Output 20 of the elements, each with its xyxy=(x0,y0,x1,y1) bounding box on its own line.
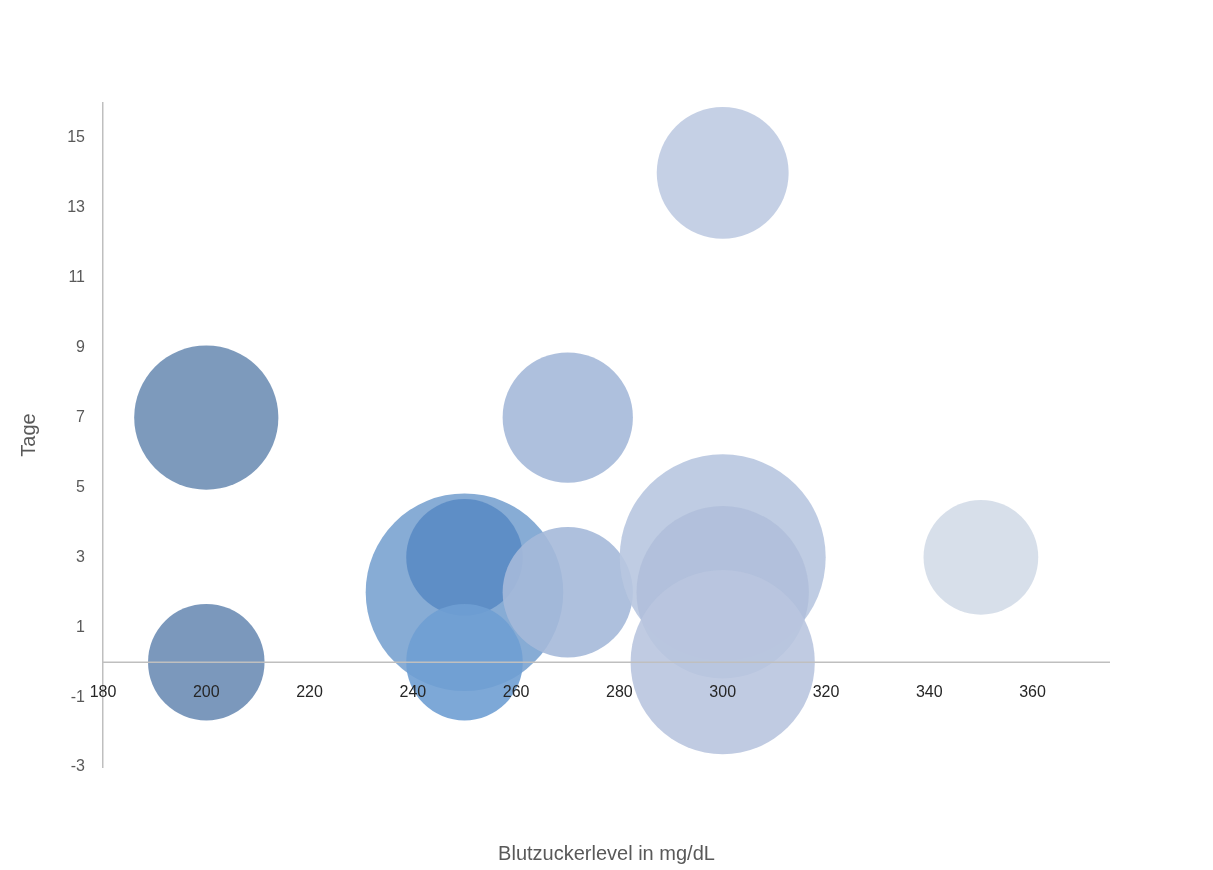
x-tick-label: 340 xyxy=(915,682,943,700)
y-tick-label: 3 xyxy=(76,547,86,565)
y-axis-title: Tage xyxy=(16,413,39,457)
x-tick-label: 280 xyxy=(606,682,633,700)
x-tick-label: 200 xyxy=(192,682,220,700)
x-tick-label: 300 xyxy=(709,682,737,700)
x-tick-label: 320 xyxy=(812,682,840,700)
x-tick-label: 360 xyxy=(1019,682,1046,700)
y-tick-label: -1 xyxy=(70,687,86,705)
x-tick-label: 220 xyxy=(296,682,324,700)
y-tick-label: -3 xyxy=(70,757,86,775)
y-tick-label: 11 xyxy=(68,268,86,286)
y-tick-label: 9 xyxy=(76,338,86,356)
x-tick-label: 180 xyxy=(89,682,117,700)
y-tick-label: 13 xyxy=(67,198,86,216)
y-tick-label: 1 xyxy=(76,617,86,635)
x-axis-title: Blutzuckerlevel in mg/dL xyxy=(498,841,715,864)
y-tick-label: 15 xyxy=(67,128,86,146)
y-tick-label: 5 xyxy=(76,477,86,495)
y-tick-label: 7 xyxy=(76,407,86,425)
